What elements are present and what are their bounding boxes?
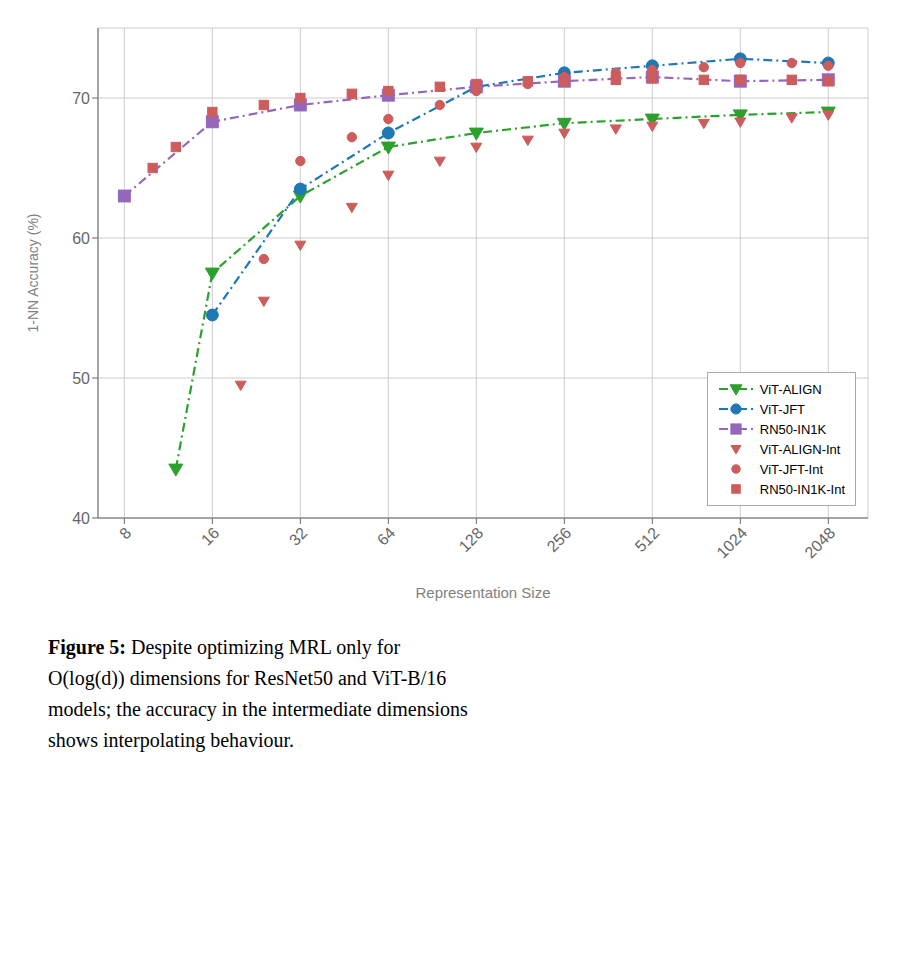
svg-text:40: 40 — [72, 510, 90, 527]
html-text:ViT-ALIGN: ViT-ALIGN — [759, 381, 822, 397]
svg-text:60: 60 — [72, 230, 90, 247]
svg-text:16: 16 — [198, 524, 223, 549]
html-text:ViT-JFT: ViT-JFT — [759, 401, 805, 417]
svg-text:64: 64 — [374, 524, 399, 549]
svg-text:Representation Size: Representation Size — [415, 584, 550, 601]
svg-text:50: 50 — [72, 370, 90, 387]
html-text:RN50-IN1K: RN50-IN1K — [759, 421, 827, 437]
svg-text:70: 70 — [72, 90, 90, 107]
html-text:ViT-ALIGN-Int: ViT-ALIGN-Int — [759, 441, 841, 457]
svg-text:2048: 2048 — [801, 524, 838, 561]
svg-text:128: 128 — [456, 524, 487, 555]
html-text:RN50-IN1K-Int: RN50-IN1K-Int — [759, 481, 845, 497]
svg-text:32: 32 — [286, 524, 311, 549]
svg-text:1-NN Accuracy (%): 1-NN Accuracy (%) — [25, 213, 41, 332]
html-text:ViT-JFT-Int: ViT-JFT-Int — [759, 461, 824, 477]
svg-text:256: 256 — [544, 524, 575, 555]
svg-text:512: 512 — [632, 524, 663, 555]
svg-text:1024: 1024 — [713, 524, 750, 561]
html-text:Figure 5: Despite optimizing M: Figure 5: Despite optimizing MRL only fo… — [48, 636, 468, 751]
svg-text:8: 8 — [116, 524, 134, 542]
